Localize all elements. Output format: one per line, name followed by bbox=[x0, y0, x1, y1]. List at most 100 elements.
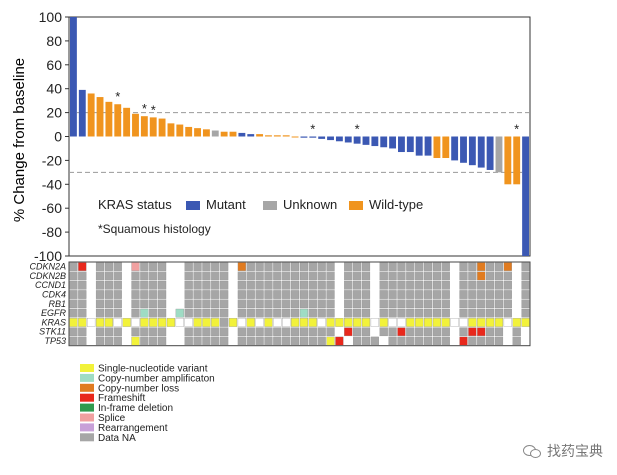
grid-cell bbox=[264, 262, 273, 271]
grid-cell bbox=[441, 290, 450, 299]
asterisk-mark: * bbox=[310, 122, 315, 137]
bar bbox=[486, 136, 494, 170]
grid-cell bbox=[494, 327, 504, 337]
grid-cell bbox=[415, 308, 424, 318]
grid-cell bbox=[113, 280, 122, 290]
grid-cell bbox=[326, 308, 335, 318]
grid-cell bbox=[388, 336, 397, 346]
grid-cell bbox=[273, 280, 282, 290]
grid-cell bbox=[406, 280, 415, 290]
grid-cell bbox=[255, 262, 264, 271]
grid-cell bbox=[370, 318, 379, 327]
grid-cell bbox=[423, 336, 433, 346]
bar bbox=[220, 131, 228, 137]
grid-cell bbox=[406, 290, 415, 299]
grid-cell bbox=[477, 262, 486, 271]
grid-cell bbox=[388, 290, 397, 299]
grid-cell bbox=[494, 318, 504, 327]
grid-cell bbox=[255, 299, 264, 309]
grid-cell bbox=[246, 308, 255, 318]
grid-cell bbox=[246, 271, 255, 281]
grid-cell bbox=[158, 318, 167, 327]
grid-cell bbox=[202, 262, 211, 271]
grid-cell bbox=[149, 271, 158, 281]
grid-cell bbox=[361, 280, 371, 290]
grid-cell bbox=[95, 262, 105, 271]
grid-cell bbox=[441, 336, 450, 346]
grid-cell bbox=[441, 327, 450, 337]
grid-cell bbox=[521, 271, 530, 281]
grid-cell bbox=[379, 290, 388, 299]
grid-cell bbox=[494, 336, 504, 346]
grid-cell bbox=[131, 280, 140, 290]
grid-cell bbox=[282, 262, 291, 271]
grid-cell bbox=[388, 262, 397, 271]
grid-cell bbox=[344, 271, 353, 281]
grid-cell bbox=[211, 318, 220, 327]
grid-cell bbox=[397, 308, 406, 318]
grid-cell bbox=[193, 262, 202, 271]
grid-cell bbox=[282, 327, 291, 337]
grid-cell bbox=[166, 318, 176, 327]
bar bbox=[415, 136, 423, 156]
grid-cell bbox=[459, 280, 468, 290]
alteration-legend-label: Rearrangement bbox=[98, 423, 168, 434]
bar bbox=[451, 136, 459, 161]
grid-cell bbox=[113, 299, 122, 309]
bar bbox=[327, 136, 334, 141]
grid-cell bbox=[344, 262, 353, 271]
grid-cell bbox=[131, 308, 140, 318]
grid-cell bbox=[308, 280, 317, 290]
grid-cell bbox=[468, 271, 477, 281]
grid-cell bbox=[477, 271, 486, 281]
grid-cell bbox=[503, 271, 512, 281]
grid-cell bbox=[423, 327, 433, 337]
asterisk-mark: * bbox=[514, 122, 519, 137]
grid-cell bbox=[282, 271, 291, 281]
grid-cell bbox=[282, 280, 291, 290]
gene-label: STK11 bbox=[39, 327, 66, 337]
grid-cell bbox=[237, 290, 246, 299]
grid-cell bbox=[459, 262, 468, 271]
grid-cell bbox=[308, 262, 317, 271]
bar bbox=[335, 136, 343, 142]
grid-cell bbox=[290, 318, 300, 327]
grid-cell bbox=[459, 327, 468, 337]
grid-cell bbox=[184, 299, 193, 309]
y-tick-label: 80 bbox=[46, 33, 62, 49]
grid-cell bbox=[397, 262, 406, 271]
grid-cell bbox=[220, 299, 229, 309]
alteration-legend-swatch bbox=[80, 373, 94, 382]
grid-cell bbox=[184, 280, 193, 290]
grid-cell bbox=[388, 271, 397, 281]
grid-cell bbox=[131, 318, 140, 327]
grid-cell bbox=[290, 271, 300, 281]
bar bbox=[282, 135, 290, 137]
grid-cell bbox=[494, 290, 504, 299]
grid-cell bbox=[486, 299, 495, 309]
grid-cell bbox=[140, 290, 149, 299]
asterisk-mark: * bbox=[151, 102, 156, 117]
bar bbox=[123, 107, 131, 137]
grid-cell bbox=[326, 336, 335, 346]
y-tick-label: -100 bbox=[34, 248, 62, 264]
grid-cell bbox=[149, 327, 158, 337]
alteration-legend-label: Data NA bbox=[98, 433, 136, 444]
grid-cell bbox=[503, 290, 512, 299]
grid-cell bbox=[264, 299, 273, 309]
grid-cell bbox=[432, 308, 441, 318]
grid-cell bbox=[220, 308, 229, 318]
grid-cell bbox=[503, 318, 512, 327]
grid-cell bbox=[202, 308, 211, 318]
grid-cell bbox=[104, 318, 113, 327]
grid-cell bbox=[432, 327, 441, 337]
grid-cell bbox=[450, 318, 459, 327]
grid-cell bbox=[255, 271, 264, 281]
grid-cell bbox=[290, 327, 300, 337]
grid-cell bbox=[521, 308, 530, 318]
grid-cell bbox=[477, 299, 486, 309]
grid-cell bbox=[335, 318, 344, 327]
grid-cell bbox=[468, 299, 477, 309]
grid-cell bbox=[361, 308, 371, 318]
